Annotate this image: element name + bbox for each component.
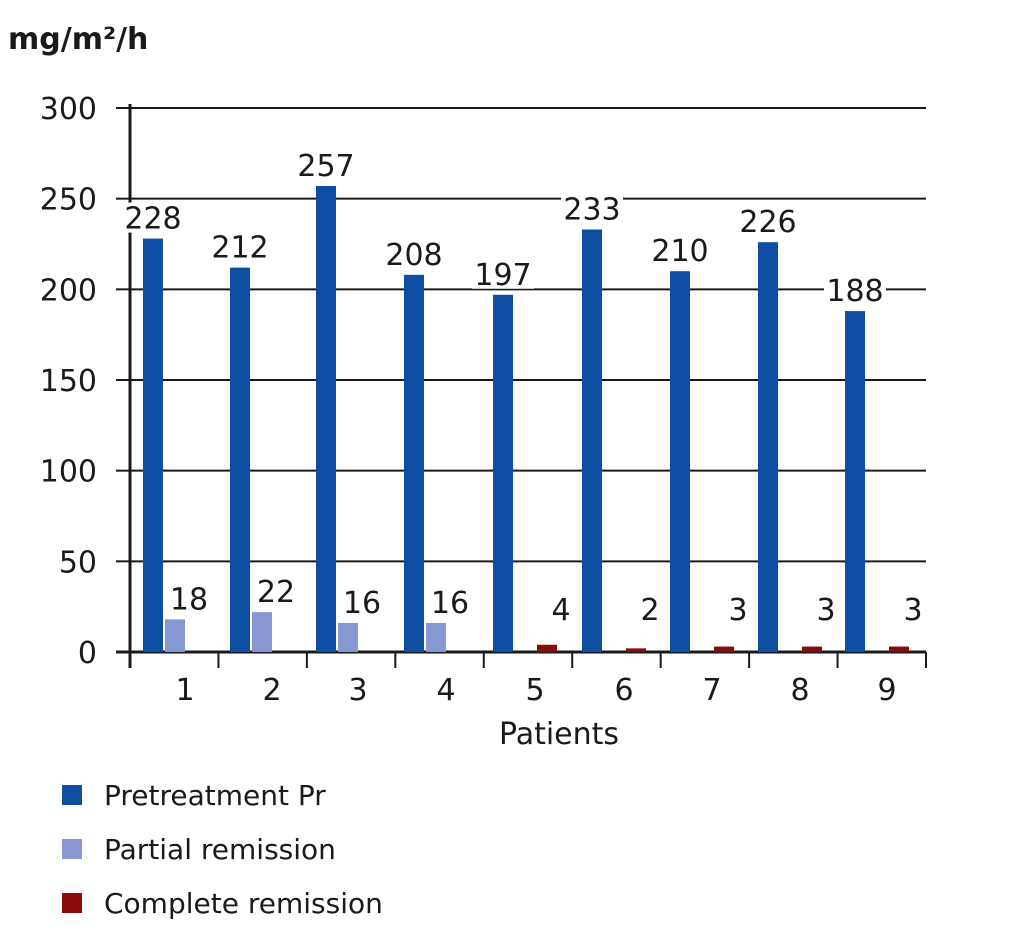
x-tick-label: 7 xyxy=(702,673,721,708)
bar-complete-remission xyxy=(889,646,909,652)
data-label: 18 xyxy=(170,582,208,617)
legend-label-partial-remission: Partial remission xyxy=(104,832,336,866)
data-label-bg xyxy=(472,258,534,289)
data-label: 228 xyxy=(124,202,181,237)
y-tick-label: 150 xyxy=(40,364,97,399)
data-label: 3 xyxy=(728,593,747,628)
x-tick-label: 1 xyxy=(175,673,194,708)
data-label-bg xyxy=(295,149,357,180)
y-axis-unit-label: mg/m²/h xyxy=(8,22,149,57)
data-label-bg xyxy=(737,206,799,237)
legend-item-complete-remission: Complete remission xyxy=(62,876,383,930)
y-tick-label: 50 xyxy=(59,545,97,580)
chart-plot: 0501001502002503002281812122222571632081… xyxy=(40,92,927,752)
y-tick-label: 250 xyxy=(40,183,97,218)
x-tick-label: 9 xyxy=(877,673,896,708)
data-label: 226 xyxy=(739,205,796,240)
x-tick-label: 5 xyxy=(525,673,544,708)
data-label: 16 xyxy=(343,586,381,621)
data-label: 22 xyxy=(257,575,295,610)
data-label-bg xyxy=(561,193,623,224)
bar-partial-remission xyxy=(252,612,272,652)
data-label-bg xyxy=(548,594,574,624)
data-label: 188 xyxy=(826,274,883,309)
data-label-bg xyxy=(649,235,711,266)
data-label-bg xyxy=(122,202,184,233)
x-tick-label: 2 xyxy=(262,673,281,708)
data-label: 4 xyxy=(551,593,570,628)
data-label: 257 xyxy=(297,149,354,184)
bar-pretreatment-pr xyxy=(582,229,602,652)
bar-pretreatment-pr xyxy=(670,271,690,652)
bar-partial-remission xyxy=(426,622,446,652)
data-label-bg xyxy=(340,586,384,617)
data-label: 3 xyxy=(816,593,835,628)
data-label-bg xyxy=(167,583,211,614)
legend-swatch-partial-remission xyxy=(62,839,82,859)
data-label-bg xyxy=(254,576,298,607)
bar-complete-remission xyxy=(802,646,822,652)
y-tick-label: 0 xyxy=(78,636,97,671)
bar-complete-remission xyxy=(537,644,557,652)
data-label-bg xyxy=(383,238,445,269)
legend-label-pretreatment: Pretreatment Pr xyxy=(104,778,326,812)
legend-label-complete-remission: Complete remission xyxy=(104,886,383,920)
bar-partial-remission xyxy=(165,619,185,652)
y-tick-label: 200 xyxy=(40,273,97,308)
data-label: 208 xyxy=(385,238,442,273)
data-label-bg xyxy=(428,586,472,617)
data-label: 233 xyxy=(563,192,620,227)
bar-pretreatment-pr xyxy=(758,242,778,653)
x-axis-title: Patients xyxy=(499,717,619,752)
bar-pretreatment-pr xyxy=(230,267,250,652)
data-label-bg xyxy=(637,594,663,624)
legend-item-pretreatment: Pretreatment Pr xyxy=(62,768,383,822)
y-tick-label: 100 xyxy=(40,455,97,490)
x-tick-label: 4 xyxy=(436,673,455,708)
x-tick-label: 8 xyxy=(790,673,809,708)
y-tick-label: 300 xyxy=(40,92,97,127)
legend: Pretreatment Pr Partial remission Comple… xyxy=(62,768,383,930)
bar-pretreatment-pr xyxy=(404,274,424,652)
x-tick-label: 6 xyxy=(614,673,633,708)
bar-pretreatment-pr xyxy=(143,238,163,652)
legend-swatch-pretreatment xyxy=(62,785,82,805)
data-label-bg xyxy=(900,594,926,624)
data-label: 197 xyxy=(474,258,531,293)
data-label-bg xyxy=(725,594,751,624)
x-tick-label: 3 xyxy=(348,673,367,708)
bar-complete-remission xyxy=(626,648,646,652)
data-label: 210 xyxy=(651,234,708,269)
bar-pretreatment-pr xyxy=(316,185,336,652)
data-label: 16 xyxy=(431,586,469,621)
bar-pretreatment-pr xyxy=(493,294,513,652)
data-label-bg xyxy=(824,275,886,306)
bar-pretreatment-pr xyxy=(845,311,865,652)
bar-complete-remission xyxy=(714,646,734,652)
legend-swatch-complete-remission xyxy=(62,893,82,913)
legend-item-partial-remission: Partial remission xyxy=(62,822,383,876)
data-label-bg xyxy=(209,231,271,262)
data-label-bg xyxy=(813,594,839,624)
data-label: 212 xyxy=(211,231,268,266)
data-label: 2 xyxy=(640,593,659,628)
data-label: 3 xyxy=(903,593,922,628)
bar-partial-remission xyxy=(338,622,358,652)
